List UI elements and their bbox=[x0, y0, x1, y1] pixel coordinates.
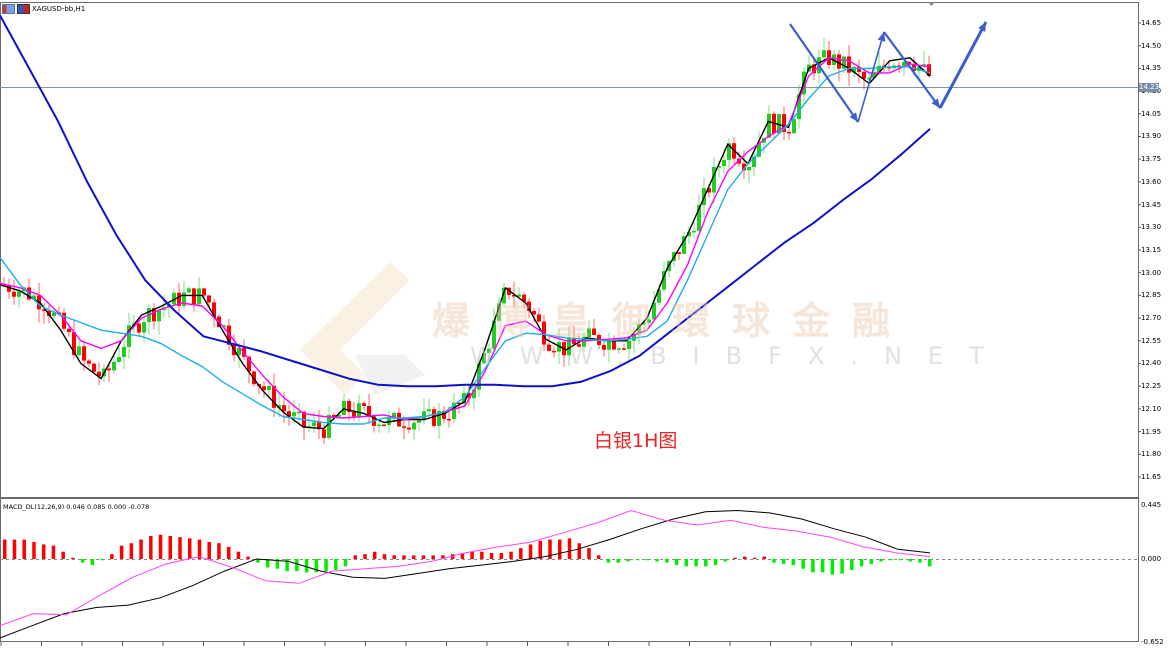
candles bbox=[2, 38, 931, 445]
price-tick-label: 13.15 bbox=[1141, 245, 1162, 254]
watermark-cn: 爆博皇御環球金融 bbox=[432, 299, 913, 343]
main-pane-frame bbox=[0, 2, 1139, 498]
price-tick-label: 14.50 bbox=[1141, 41, 1162, 50]
price-tick-label: 11.80 bbox=[1141, 450, 1162, 459]
symbol-label: XAGUSD-bb,H1 bbox=[32, 5, 86, 13]
time-axis-ticks bbox=[0, 642, 893, 646]
macd-histogram bbox=[3, 534, 932, 575]
chart-annotation: 白银1H图 bbox=[594, 430, 678, 452]
price-tick-label: 13.30 bbox=[1141, 223, 1162, 232]
price-tick-label: 12.10 bbox=[1141, 404, 1162, 413]
price-tick-label: 14.35 bbox=[1141, 64, 1162, 73]
price-tick-label: 14.05 bbox=[1141, 109, 1162, 118]
price-tick-label: 12.70 bbox=[1141, 314, 1162, 323]
price-tick-label: 12.40 bbox=[1141, 359, 1162, 368]
price-tick-label: 13.60 bbox=[1141, 177, 1162, 186]
price-tick-label: 14.65 bbox=[1141, 19, 1162, 27]
price-tick-label: 12.55 bbox=[1141, 336, 1162, 345]
watermark-en: WWW.BIBFX.NET bbox=[470, 342, 1010, 370]
macd-tick-label: 0.000 bbox=[1141, 555, 1162, 563]
chart-shift-marker-icon bbox=[928, 2, 935, 6]
price-tick-label: 11.95 bbox=[1141, 427, 1162, 436]
projection-arrows bbox=[789, 21, 988, 123]
macd-tick-label: -0.652 bbox=[1141, 638, 1164, 646]
save-template-icon[interactable] bbox=[17, 4, 30, 14]
chart-window-icon[interactable] bbox=[2, 4, 15, 14]
macd-tick-label: 0.445 bbox=[1141, 501, 1162, 509]
price-tick-label: 13.45 bbox=[1141, 200, 1162, 209]
price-tick-label: 11.65 bbox=[1141, 472, 1162, 481]
price-tick-label: 12.85 bbox=[1141, 291, 1162, 300]
moving-averages bbox=[0, 14, 931, 430]
price-axis-ticks bbox=[1138, 22, 1141, 478]
price-tick-label: 13.90 bbox=[1141, 132, 1162, 141]
macd-pane-frame bbox=[0, 498, 1139, 642]
chart-title-bar: XAGUSD-bb,H1 bbox=[2, 3, 85, 15]
macd-lines bbox=[0, 509, 931, 639]
current-price-badge: 14.23 bbox=[1139, 83, 1160, 92]
price-tick-label: 13.00 bbox=[1141, 268, 1162, 277]
watermark-logo-icon bbox=[300, 262, 425, 395]
price-tick-label: 13.75 bbox=[1141, 155, 1162, 164]
macd-indicator-label: MACD_DL(12,26,9) 0.046 0.085 0.000 -0.07… bbox=[3, 503, 150, 511]
price-tick-label: 12.25 bbox=[1141, 382, 1162, 391]
